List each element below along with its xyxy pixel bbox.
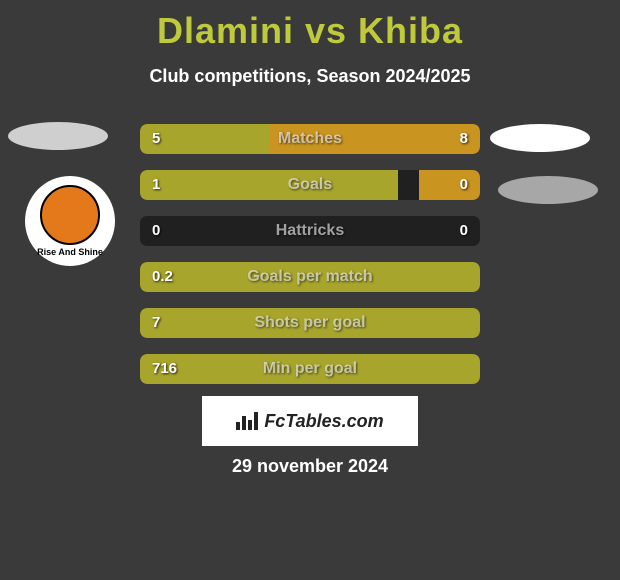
stat-label: Goals per match — [140, 262, 480, 292]
page-title: Dlamini vs Khiba — [0, 0, 620, 52]
stat-row-matches: 58Matches — [140, 124, 480, 154]
brand-box[interactable]: FcTables.com — [202, 396, 418, 446]
stat-row-min-per-goal: 716Min per goal — [140, 354, 480, 384]
left-team-badge: Rise And Shine — [25, 176, 115, 266]
stat-row-goals-per-match: 0.2Goals per match — [140, 262, 480, 292]
stat-label: Goals — [140, 170, 480, 200]
stat-label: Shots per goal — [140, 308, 480, 338]
right-ellipse-1 — [490, 124, 590, 152]
left-ellipse-1 — [8, 122, 108, 150]
chart-icon — [236, 412, 258, 430]
badge-icon — [40, 185, 100, 245]
brand-label: FcTables.com — [264, 411, 383, 432]
stat-label: Matches — [140, 124, 480, 154]
subtitle: Club competitions, Season 2024/2025 — [0, 52, 620, 87]
stat-row-hattricks: 00Hattricks — [140, 216, 480, 246]
badge-text: Rise And Shine — [37, 247, 103, 257]
stat-label: Hattricks — [140, 216, 480, 246]
stat-row-goals: 10Goals — [140, 170, 480, 200]
footer-date: 29 november 2024 — [0, 456, 620, 477]
right-ellipse-2 — [498, 176, 598, 204]
stat-label: Min per goal — [140, 354, 480, 384]
comparison-bars: 58Matches 10Goals 00Hattricks 0.2Goals per … — [140, 124, 480, 400]
stat-row-shots-per-goal: 7Shots per goal — [140, 308, 480, 338]
